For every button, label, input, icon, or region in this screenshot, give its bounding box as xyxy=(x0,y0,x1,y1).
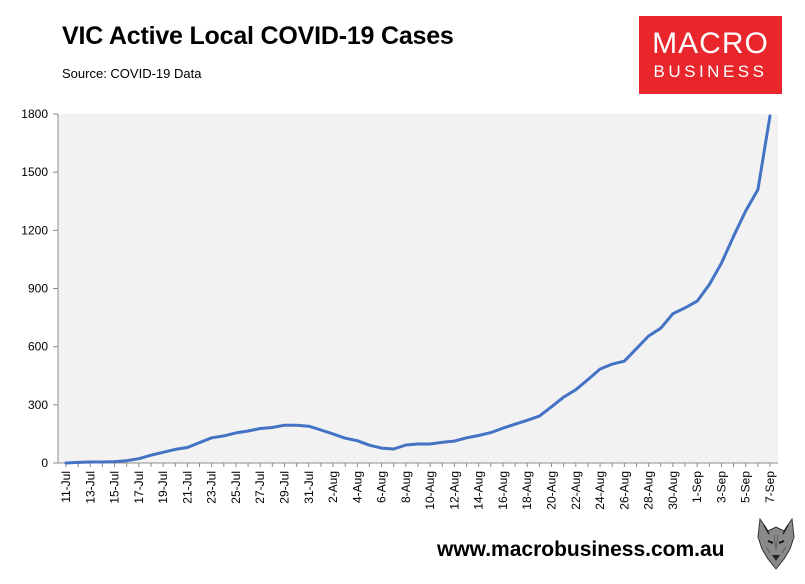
x-tick-label: 28-Aug xyxy=(642,471,656,510)
x-tick-label: 20-Aug xyxy=(545,471,559,510)
plot-area xyxy=(58,114,778,463)
series-group xyxy=(64,114,772,465)
x-tick-label: 10-Aug xyxy=(423,471,437,510)
y-tick-label: 900 xyxy=(28,282,48,296)
y-tick-label: 300 xyxy=(28,398,48,412)
y-tick-label: 0 xyxy=(41,456,48,470)
x-tick-label: 19-Jul xyxy=(156,471,170,504)
y-tick-label: 600 xyxy=(28,340,48,354)
x-tick-label: 12-Aug xyxy=(447,471,461,510)
x-tick-label: 5-Sep xyxy=(739,471,753,503)
x-tick-label: 6-Aug xyxy=(375,471,389,503)
x-tick-label: 30-Aug xyxy=(666,471,680,510)
chart-subtitle: Source: COVID-19 Data xyxy=(62,66,202,81)
website-url: www.macrobusiness.com.au xyxy=(437,538,725,561)
series-line-active-cases xyxy=(64,114,772,465)
x-tick-label: 22-Aug xyxy=(569,471,583,510)
x-tick-label: 29-Jul xyxy=(277,471,291,504)
y-tick-label: 1500 xyxy=(21,165,48,179)
x-tick-label: 2-Aug xyxy=(326,471,340,503)
x-tick-label: 14-Aug xyxy=(472,471,486,510)
x-tick-label: 16-Aug xyxy=(496,471,510,510)
x-tick-label: 4-Aug xyxy=(350,471,364,503)
chart-title: VIC Active Local COVID-19 Cases xyxy=(62,22,454,50)
logo-macro-text: MACRO xyxy=(652,27,769,60)
x-tick-label: 25-Jul xyxy=(229,471,243,504)
y-axis-ticks: 0 300 600 900 1200 1500 1800 xyxy=(21,107,58,470)
x-tick-label: 13-Jul xyxy=(83,471,97,504)
logo-business-text: BUSINESS xyxy=(653,62,768,81)
x-tick-label: 31-Jul xyxy=(302,471,316,504)
x-tick-label: 21-Jul xyxy=(180,471,194,504)
x-tick-label: 8-Aug xyxy=(399,471,413,503)
x-tick-label: 24-Aug xyxy=(593,471,607,510)
y-tick-label: 1200 xyxy=(21,223,48,237)
x-tick-label: 7-Sep xyxy=(763,471,777,503)
x-tick-label: 18-Aug xyxy=(520,471,534,510)
x-tick-label: 17-Jul xyxy=(132,471,146,504)
macrobusiness-logo: MACRO BUSINESS xyxy=(639,16,782,94)
x-tick-label: 3-Sep xyxy=(714,471,728,503)
x-axis-ticks: 11-Jul 13-Jul 15-Jul 17-Jul 19-Jul 21-Jul 23-J… xyxy=(59,463,777,510)
y-tick-label: 1800 xyxy=(21,107,48,121)
x-tick-label: 27-Jul xyxy=(253,471,267,504)
x-tick-label: 1-Sep xyxy=(690,471,704,503)
x-tick-label: 26-Aug xyxy=(617,471,631,510)
x-tick-label: 11-Jul xyxy=(59,471,73,503)
wolf-head-icon xyxy=(754,515,798,573)
x-tick-label: 15-Jul xyxy=(108,471,122,504)
x-tick-label: 23-Jul xyxy=(205,471,219,504)
